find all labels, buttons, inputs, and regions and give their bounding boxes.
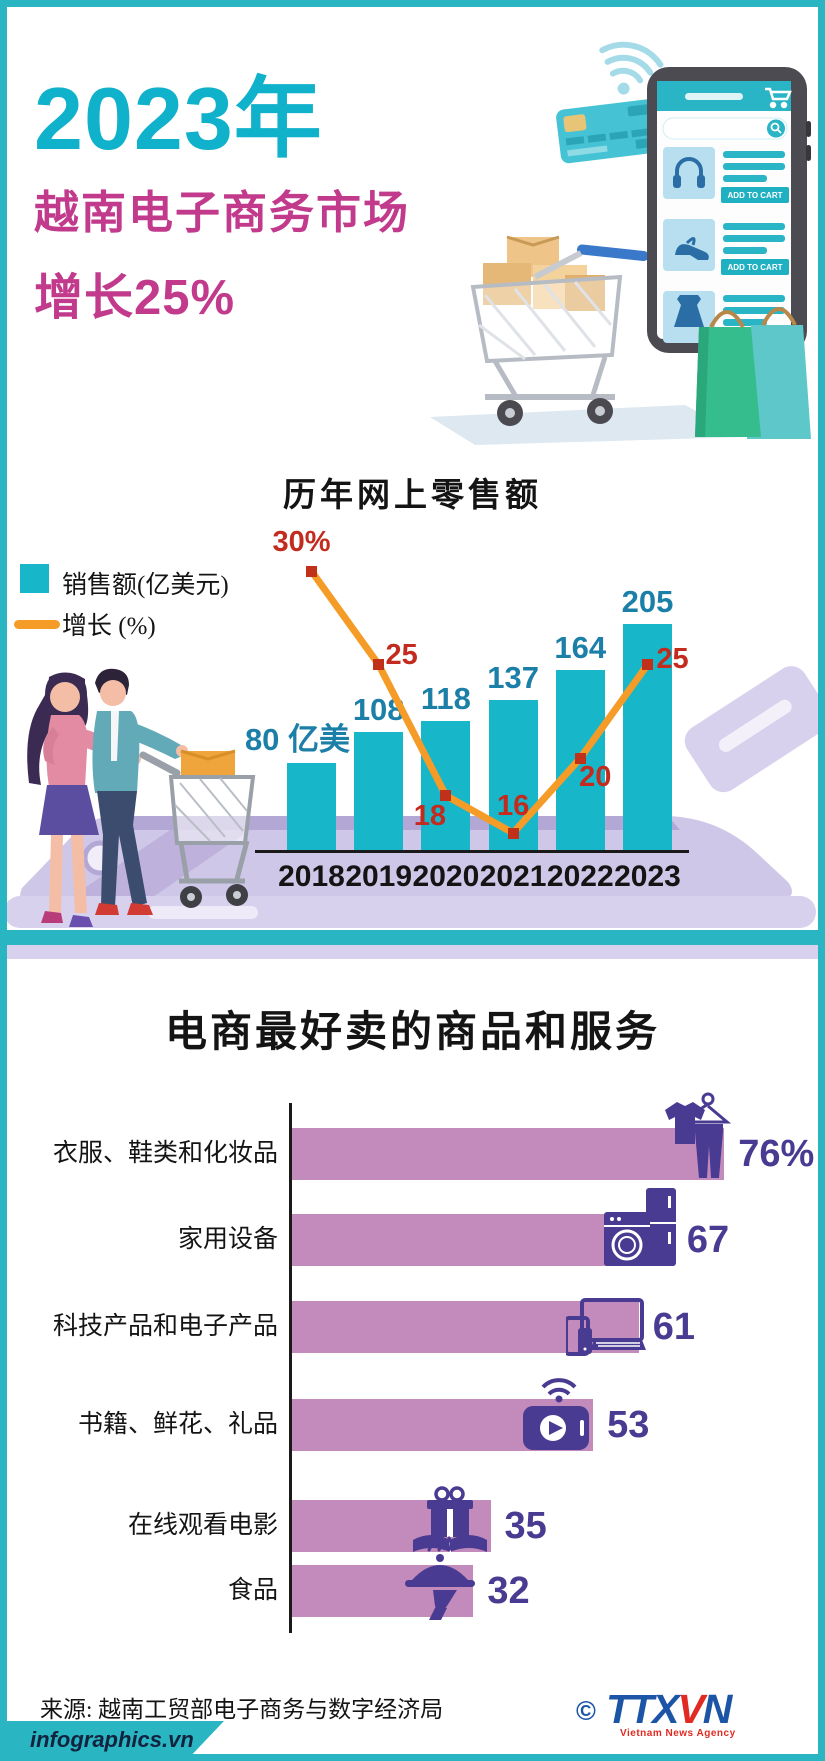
legend-sales-swatch xyxy=(20,564,49,593)
copyright-symbol: © xyxy=(576,1696,596,1726)
electronics-devices-icon xyxy=(565,1298,646,1356)
product-card-headphones[interactable]: ADD TO CART xyxy=(663,147,789,203)
category-value: 76% xyxy=(738,1133,815,1175)
man-figure xyxy=(92,668,188,915)
search-icon[interactable] xyxy=(767,119,785,138)
cart-icon xyxy=(765,87,792,109)
growth-value-label: 30% xyxy=(272,526,331,559)
category-row-electronics: 科技产品和电子产品 61 xyxy=(0,1298,825,1356)
couple-shopping-illustration xyxy=(27,668,256,927)
legend-growth-label: 增长 (%) xyxy=(62,613,156,640)
hero-illustration: ADD TO CART ADD TO CART ADD TO CART xyxy=(430,41,811,445)
growth-line xyxy=(308,567,651,837)
sales-bar-value: 164 xyxy=(554,629,607,665)
growth-value-label: 25 xyxy=(656,642,689,675)
search-bar[interactable] xyxy=(662,117,788,140)
year-tick-label: 2021 xyxy=(479,860,547,893)
category-label: 衣服、鞋类和化妆品 xyxy=(52,1140,278,1167)
page-title-year: 2023年 xyxy=(34,69,323,168)
growth-marker xyxy=(306,565,317,577)
y-axis-line xyxy=(289,1103,292,1633)
sales-bar xyxy=(421,720,471,852)
growth-marker xyxy=(373,659,385,671)
wifi-icon xyxy=(599,41,664,95)
sales-growth-chart: 80 亿美 2018 108 2019 118 2020 137 2021 164 2022 205… xyxy=(245,520,695,900)
ttxvn-logo: TTXVN xyxy=(606,1686,733,1733)
add-to-cart-button[interactable] xyxy=(721,259,789,275)
product-card-shoe[interactable]: ADD TO CART xyxy=(663,219,789,275)
sales-bar xyxy=(354,731,404,852)
growth-value-label: 25 xyxy=(385,638,418,671)
add-to-cart-label: ADD TO CART xyxy=(728,263,783,272)
x-axis-line xyxy=(255,850,689,853)
year-tick-label: 2019 xyxy=(345,860,413,893)
year-tick-label: 2022 xyxy=(546,860,614,893)
home-appliances-icon xyxy=(603,1188,676,1266)
heel-shoe-icon xyxy=(675,244,709,260)
sales-bar-value: 80 亿美 xyxy=(244,722,351,758)
category-value: 61 xyxy=(652,1306,695,1348)
delivery-cart xyxy=(430,235,745,445)
add-to-cart-label: ADD TO CART xyxy=(728,191,783,200)
platform-corner xyxy=(684,666,825,793)
headphones-icon xyxy=(675,157,703,179)
shopping-bags xyxy=(695,307,811,439)
growth-marker xyxy=(642,659,653,671)
category-value: 67 xyxy=(686,1219,730,1261)
smartphone-mockup: ADD TO CART ADD TO CART ADD TO CART xyxy=(647,67,811,353)
growth-value-label: 20 xyxy=(579,761,612,794)
year-tick-label: 2018 xyxy=(278,860,345,893)
legend-growth-swatch xyxy=(14,620,60,629)
category-label: 食品 xyxy=(227,1577,278,1604)
food-tray-icon xyxy=(405,1536,476,1620)
category-row-movies: 在线观看电影 35 xyxy=(0,1486,825,1552)
category-label: 书籍、鲜花、礼品 xyxy=(77,1411,278,1438)
clothing-hanger-icon xyxy=(665,1092,732,1178)
page-subtitle-growth: 增长25% xyxy=(34,271,236,325)
source-line: 来源: 越南工贸部电子商务与数字经济局 xyxy=(40,1697,444,1722)
top-products-title: 电商最好卖的商品和服务 xyxy=(164,1008,660,1055)
ttxvn-red-v: V xyxy=(677,1686,704,1732)
sales-bar xyxy=(287,763,336,852)
add-to-cart-button[interactable] xyxy=(721,187,789,203)
category-row-clothing: 衣服、鞋类和化妆品 76% xyxy=(0,1092,825,1180)
category-value: 32 xyxy=(487,1570,530,1612)
media-player-icon xyxy=(523,1378,590,1450)
category-label: 在线观看电影 xyxy=(127,1512,278,1539)
ttxvn-tagline: Vietnam News Agency xyxy=(620,1728,736,1739)
legend-sales-label: 销售额(亿美元) xyxy=(62,572,229,599)
sales-bar-value: 137 xyxy=(487,659,539,695)
category-row-books-gifts: 书籍、鲜花、礼品 53 xyxy=(0,1378,825,1451)
category-bar xyxy=(291,1128,725,1180)
dress-icon xyxy=(674,295,704,327)
pushed-cart xyxy=(139,749,256,908)
sales-bar-value: 205 xyxy=(621,584,674,620)
ttxvn-blue1: TTX xyxy=(606,1686,679,1732)
sales-chart-title: 历年网上零售额 xyxy=(283,476,542,513)
teal-divider xyxy=(0,930,825,945)
category-value: 35 xyxy=(504,1505,547,1547)
category-label: 科技产品和电子产品 xyxy=(52,1313,278,1340)
sales-bar-value: 118 xyxy=(420,680,471,716)
growth-value-label: 18 xyxy=(413,799,447,832)
ttxvn-blue2: N xyxy=(702,1686,733,1732)
year-tick-label: 2023 xyxy=(614,860,681,893)
growth-value-label: 16 xyxy=(496,790,530,822)
category-row-appliances: 家用设备 67 xyxy=(0,1188,825,1266)
site-name: infographics.vn xyxy=(30,1727,194,1752)
growth-marker xyxy=(440,790,452,802)
growth-marker xyxy=(574,752,586,764)
category-value: 53 xyxy=(607,1404,650,1446)
year-tick-label: 2020 xyxy=(412,860,480,893)
growth-marker xyxy=(507,827,519,839)
category-row-food: 食品 32 xyxy=(0,1536,825,1620)
category-label: 家用设备 xyxy=(177,1226,278,1253)
page-subtitle-market: 越南电子商务市场 xyxy=(34,187,411,238)
